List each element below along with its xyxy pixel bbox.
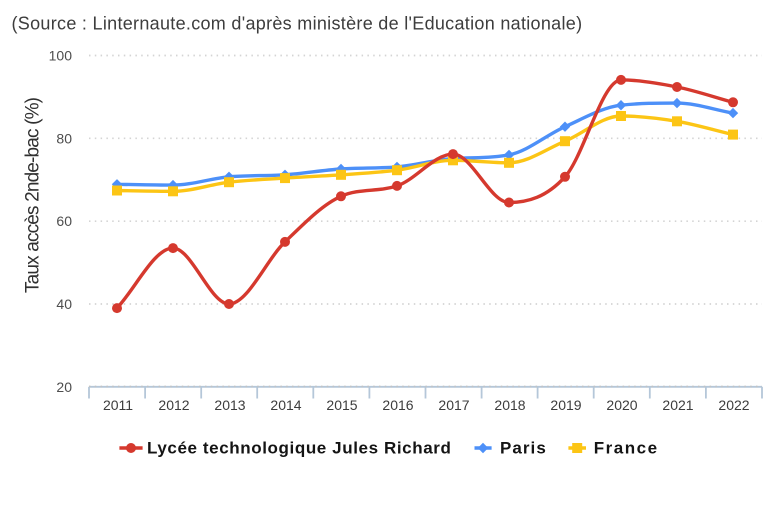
svg-text:2013: 2013 — [214, 397, 245, 413]
svg-text:2017: 2017 — [438, 397, 469, 413]
svg-text:Paris: Paris — [500, 438, 547, 457]
svg-text:80: 80 — [56, 130, 72, 146]
svg-text:(Source : Linternaute.com d'ap: (Source : Linternaute.com d'après minist… — [12, 13, 583, 33]
svg-text:2022: 2022 — [718, 397, 749, 413]
svg-text:2021: 2021 — [662, 397, 693, 413]
svg-text:2016: 2016 — [382, 397, 413, 413]
svg-text:2014: 2014 — [270, 397, 301, 413]
svg-text:Taux accès 2nde-bac (%): Taux accès 2nde-bac (%) — [23, 97, 44, 293]
svg-text:2012: 2012 — [158, 397, 189, 413]
svg-text:2020: 2020 — [606, 397, 637, 413]
svg-text:2015: 2015 — [326, 397, 357, 413]
svg-text:60: 60 — [56, 213, 72, 229]
svg-text:France: France — [594, 438, 659, 457]
svg-text:Lycée technologique Jules Rich: Lycée technologique Jules Richard — [147, 438, 451, 457]
svg-text:2019: 2019 — [550, 397, 581, 413]
svg-text:100: 100 — [49, 48, 73, 64]
svg-text:2018: 2018 — [494, 397, 525, 413]
svg-text:40: 40 — [56, 296, 72, 312]
svg-text:20: 20 — [56, 379, 72, 395]
svg-text:2011: 2011 — [103, 397, 133, 413]
